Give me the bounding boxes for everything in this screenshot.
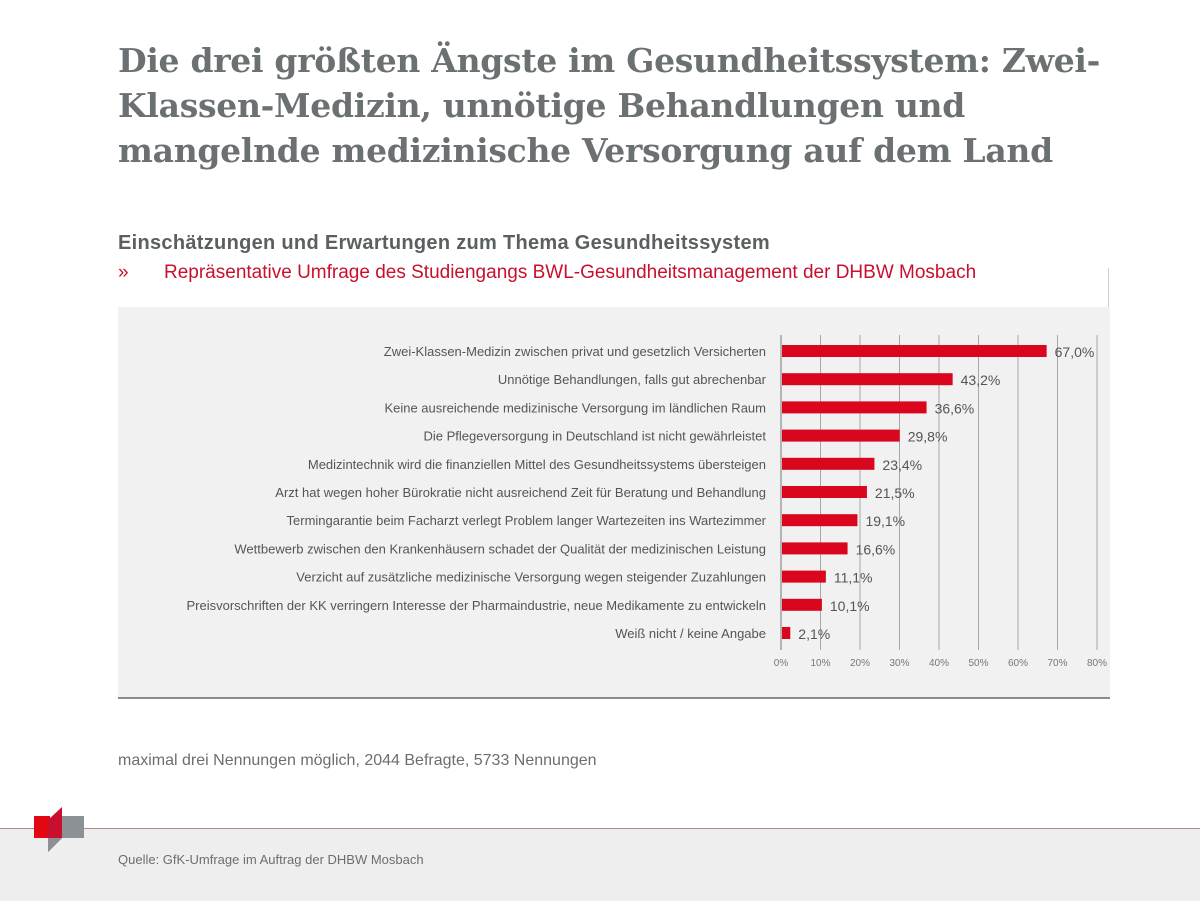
raquo-marker: » (118, 262, 129, 283)
category-label: Unnötige Behandlungen, falls gut abreche… (498, 372, 767, 387)
data-label: 29,8% (908, 429, 948, 445)
category-label: Terminga­rantie beim Facharzt verlegt Pr… (287, 513, 767, 528)
x-tick-label: 70% (1047, 658, 1067, 669)
bar (782, 457, 875, 470)
bar (782, 429, 900, 442)
bar (782, 627, 791, 639)
category-label: Medizintechnik wird die finanziellen Mit… (308, 457, 766, 472)
category-label: Weiß nicht / keine Angabe (615, 626, 766, 641)
x-tick-label: 20% (850, 658, 870, 669)
chart-subtitle: Einschätzungen und Erwartungen zum Thema… (118, 232, 770, 254)
x-tick-label: 60% (1008, 658, 1028, 669)
x-tick-label: 50% (968, 658, 988, 669)
data-label: 21,5% (875, 485, 915, 501)
bar (782, 373, 953, 386)
survey-description: » Repräsentative Umfrage des Studiengangs… (118, 262, 976, 284)
category-label: Preisvorschriften der KK verringern Inte… (187, 598, 767, 613)
data-label: 11,1% (834, 570, 873, 586)
bar (782, 570, 826, 583)
chart-panel (118, 307, 1110, 699)
data-label: 10,1% (830, 598, 870, 614)
dhbw-logo (34, 807, 84, 852)
bar (782, 598, 822, 611)
survey-note: maximal drei Nennungen möglich, 2044 Bef… (118, 752, 597, 769)
category-label: Zwei-Klassen-Medizin zwischen privat und… (384, 344, 766, 359)
source-note: Quelle: GfK-Umfrage im Auftrag der DHBW … (118, 852, 424, 867)
x-tick-label: 80% (1087, 658, 1107, 669)
data-label: 2,1% (798, 626, 830, 642)
x-tick-label: 40% (929, 658, 949, 669)
category-label: Keine ausreichende medizinische Versorgu… (384, 400, 766, 415)
data-label: 43,2% (961, 372, 1001, 388)
bar (782, 486, 867, 498)
bar (782, 514, 858, 527)
category-label: Verzicht auf zusätzliche medizinische Ve… (296, 570, 766, 585)
data-label: 36,6% (935, 400, 975, 416)
data-label: 16,6% (856, 541, 896, 557)
data-label: 23,4% (882, 457, 922, 473)
data-label: 19,1% (865, 513, 905, 529)
x-tick-label: 10% (810, 658, 830, 669)
x-tick-label: 30% (889, 658, 909, 669)
category-label: Wettbewerb zwischen den Krankenhäusern s… (234, 541, 766, 556)
page-title: Die drei größten Ängste im Gesundheitssy… (118, 41, 1101, 170)
data-label: 67,0% (1055, 344, 1095, 360)
bar (782, 401, 927, 414)
category-label: Die Pflegeversorgung in Deutschland ist … (423, 429, 766, 444)
bar (782, 345, 1047, 357)
bar (782, 542, 848, 555)
category-label: Arzt hat wegen hoher Bürokratie nicht au… (275, 485, 766, 500)
x-tick-label: 0% (774, 658, 789, 669)
footer (0, 828, 1200, 901)
survey-description-text: Repräsentative Umfrage des Studiengangs … (164, 262, 977, 283)
